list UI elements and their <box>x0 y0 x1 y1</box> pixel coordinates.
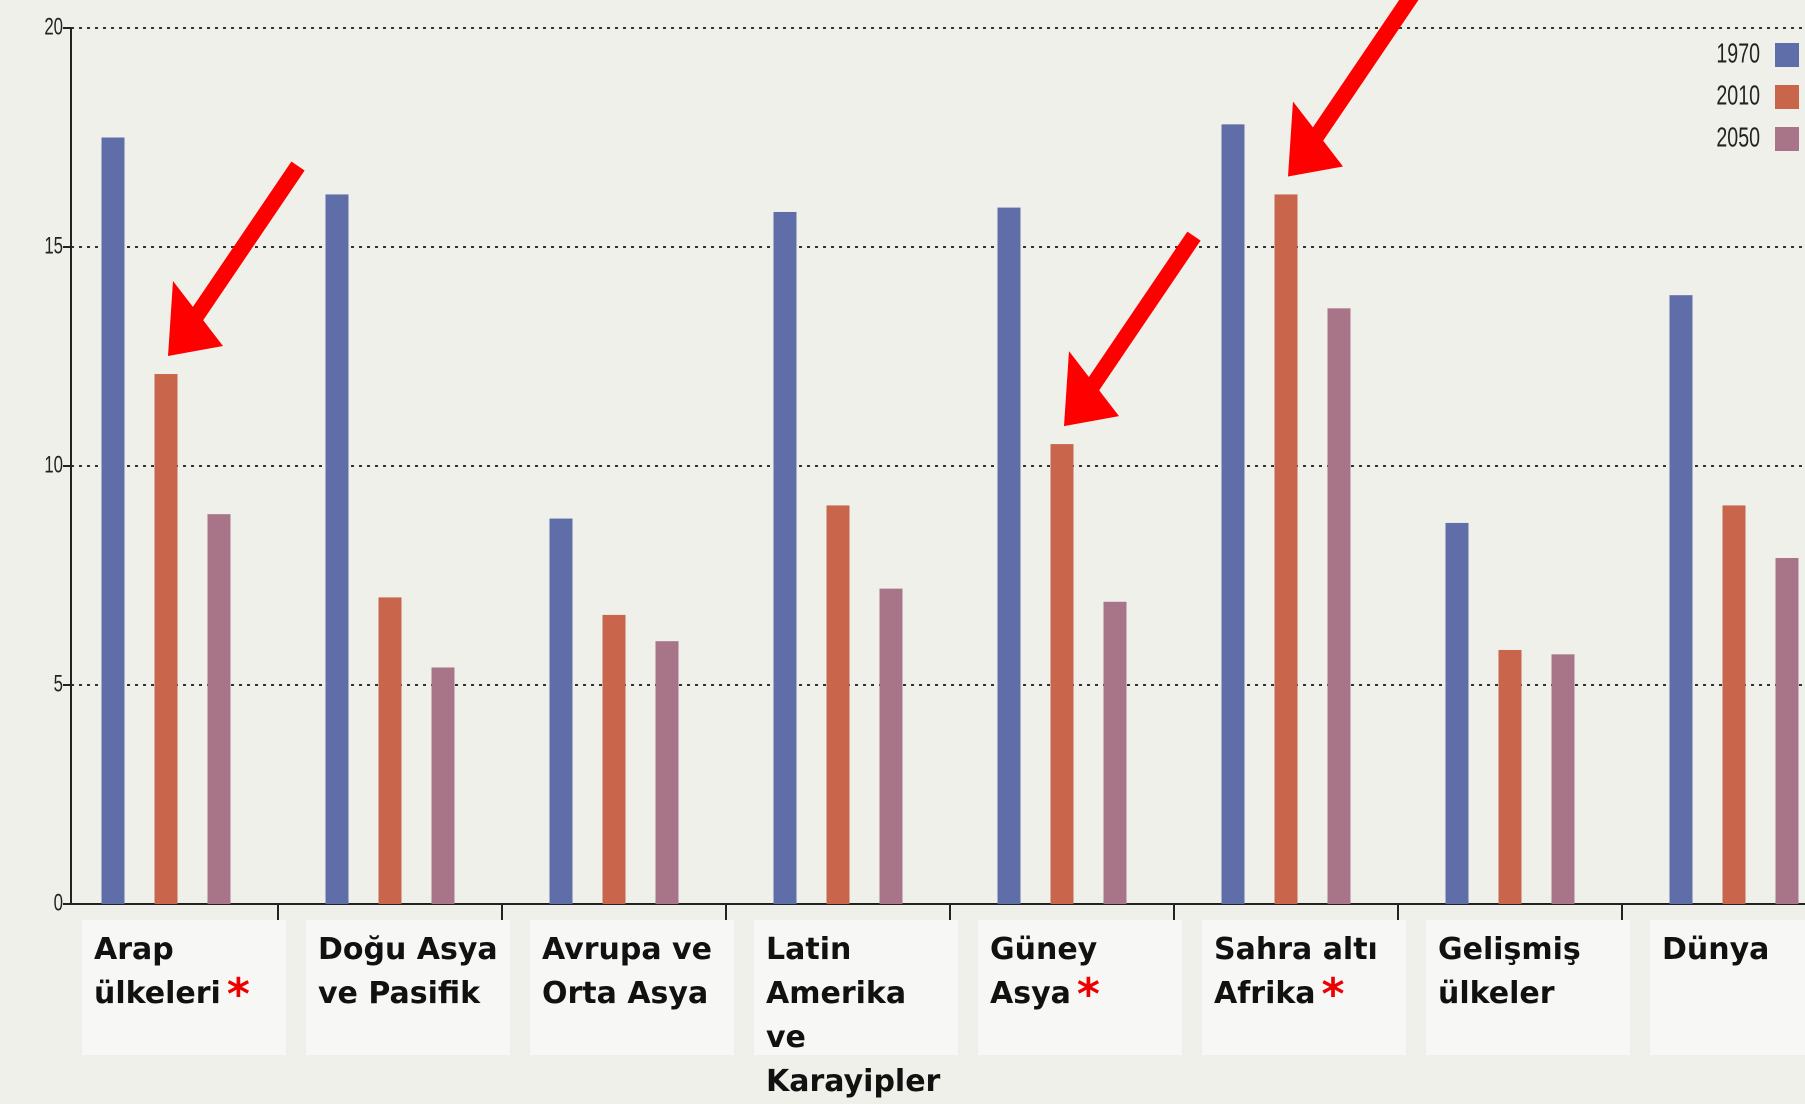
y-tick-label: 5 <box>54 670 63 697</box>
legend-label: 2010 <box>1716 80 1760 111</box>
bar <box>1050 444 1074 904</box>
note-marker: * <box>226 968 250 1020</box>
bar <box>997 207 1021 904</box>
x-tick-label: Latin Amerika ve Karayipler <box>766 932 941 1099</box>
legend-label: 1970 <box>1716 38 1760 69</box>
x-tick-label: Doğu Asya ve Pasifik <box>318 932 498 1011</box>
note-marker: * <box>1321 968 1345 1020</box>
legend-swatch <box>1775 85 1799 109</box>
x-tick-label-box: Doğu Asya ve Pasifik <box>306 920 510 1055</box>
x-tick-label-box: Dünya <box>1650 920 1805 1055</box>
bar <box>207 514 231 904</box>
x-tick-label-box: Arap ülkeleri * <box>82 920 286 1055</box>
bar <box>1722 505 1746 904</box>
arrow-shaft <box>186 161 305 326</box>
x-tick-label-box: Latin Amerika ve Karayipler <box>754 920 958 1099</box>
bar <box>879 588 903 904</box>
arrow-head <box>1288 101 1343 177</box>
x-tick-label: Arap ülkeleri <box>94 932 221 1011</box>
bar <box>602 614 626 904</box>
bar <box>154 374 178 904</box>
x-tick-label-box: Avrupa ve Orta Asya <box>530 920 734 1055</box>
legend-swatch <box>1775 127 1799 151</box>
note-marker: * <box>1076 968 1100 1020</box>
arrow-shaft <box>1306 0 1419 146</box>
arrow-head <box>1064 351 1119 427</box>
bar <box>1775 557 1799 904</box>
x-tick-label: Gelişmiş ülkeler <box>1438 932 1581 1011</box>
x-tick-label-box: Gelişmiş ülkeler <box>1426 920 1630 1055</box>
bar <box>1221 124 1245 905</box>
x-tick-label: Dünya <box>1662 932 1770 967</box>
legend-swatch <box>1775 43 1799 67</box>
bar <box>549 518 573 904</box>
bar <box>773 211 797 904</box>
arrow-shaft <box>1082 231 1201 396</box>
bar <box>431 667 455 904</box>
bar <box>101 137 125 904</box>
bar <box>826 505 850 904</box>
x-tick-label-box: Güney Asya * <box>978 920 1182 1055</box>
y-tick-label: 10 <box>44 451 63 478</box>
legend-label: 2050 <box>1716 122 1760 153</box>
bar <box>325 194 349 904</box>
x-tick-label: Sahra altı Afrika <box>1214 932 1378 1011</box>
arrow-head <box>168 281 223 357</box>
y-tick-label: 15 <box>44 232 63 259</box>
bar <box>1103 601 1127 904</box>
arrows <box>168 0 1419 427</box>
bar <box>1327 308 1351 904</box>
bar <box>655 641 679 904</box>
bar <box>1498 649 1522 904</box>
x-tick-label: Güney Asya <box>990 932 1098 1011</box>
bar <box>1445 522 1469 904</box>
bar <box>1274 194 1298 904</box>
x-tick-label-box: Sahra altı Afrika * <box>1202 920 1406 1055</box>
y-tick-label: 20 <box>44 13 63 40</box>
x-tick-label: Avrupa ve Orta Asya <box>542 932 712 1011</box>
bar <box>1551 654 1575 904</box>
bar <box>1669 295 1693 904</box>
y-tick-label: 0 <box>54 889 63 916</box>
bar <box>378 597 402 904</box>
chart: 0 5 10 15 20 1970 2010 2050 <box>44 0 1805 922</box>
